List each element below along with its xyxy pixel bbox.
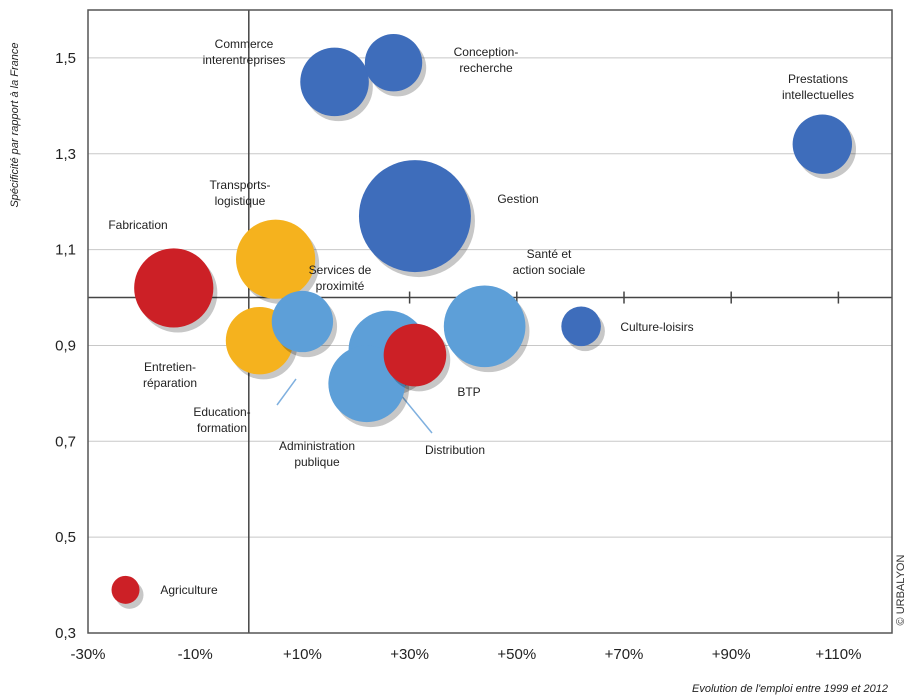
x-tick-label: +90% [712,646,751,663]
y-axis-title: Spécificité par rapport à la France [9,42,21,207]
bubble-label: Administration [279,439,355,453]
bubble-label: Culture-loisirs [620,320,693,334]
bubble-label: publique [294,455,340,469]
bubble-label: Prestations [788,72,848,86]
bubble [300,47,369,117]
bubble-label: Education- [193,405,250,419]
bubble [561,306,601,347]
bubble-label: formation [197,421,247,435]
bubble [111,575,140,604]
x-tick-label: +70% [605,646,644,663]
bubbles [111,34,857,609]
x-tick-label: +50% [497,646,536,663]
x-tick-label: +110% [815,646,861,663]
x-tick-label: -10% [178,646,213,663]
bubble-label: intellectuelles [782,88,854,102]
y-tick-label: 0,7 [55,433,76,450]
bubble-label: action sociale [513,263,586,277]
bubble [364,34,423,92]
bubble [236,219,316,299]
bubble [134,248,214,328]
bubble-label: Distribution [425,443,485,457]
bubble [443,285,526,368]
bubble-label: interentreprises [203,53,286,67]
x-tick-label: +10% [283,646,322,663]
bubble-label: Entretien- [144,360,196,374]
bubble-label: BTP [457,385,480,399]
x-axis-title: Evolution de l'emploi entre 1999 et 2012 [692,683,888,695]
bubble-label: réparation [143,376,197,390]
y-tick-label: 1,1 [55,242,76,259]
bubble-label: Santé et [527,247,572,261]
bubble-label: Fabrication [108,218,167,232]
bubble [358,160,471,273]
bubble-label: Agriculture [160,583,218,597]
bubble-label: logistique [215,194,266,208]
bubble-labels: Commerce interentreprises Conception-reche… [108,37,854,597]
y-tick-label: 1,5 [55,50,76,67]
bubble-label: Conception- [454,45,519,59]
y-axis-ticks: 0,3 0,5 0,7 0,9 1,1 1,3 1,5 [55,50,76,642]
bubble-label: Services de [309,263,372,277]
y-tick-label: 0,5 [55,529,76,546]
bubble-label: proximité [316,279,365,293]
y-tick-label: 0,3 [55,625,76,642]
y-tick-label: 1,3 [55,146,76,163]
y-tick-label: 0,9 [55,337,76,354]
x-tick-label: -30% [70,646,105,663]
bubble-label: Commerce [215,37,274,51]
credit-text: © URBALYON [895,555,907,626]
bubble-label: recherche [459,61,513,75]
bubble-label: Transports- [210,178,271,192]
plot-frame [87,9,893,634]
leader-line [276,378,297,406]
x-tick-label: +30% [390,646,429,663]
bubble-label: Gestion [497,192,538,206]
x-axis-ticks: -30% -10% +10% +30% +50% +70% +90% +110% [70,646,861,663]
bubble [383,323,447,387]
bubble [792,114,853,174]
bubble [271,290,334,353]
